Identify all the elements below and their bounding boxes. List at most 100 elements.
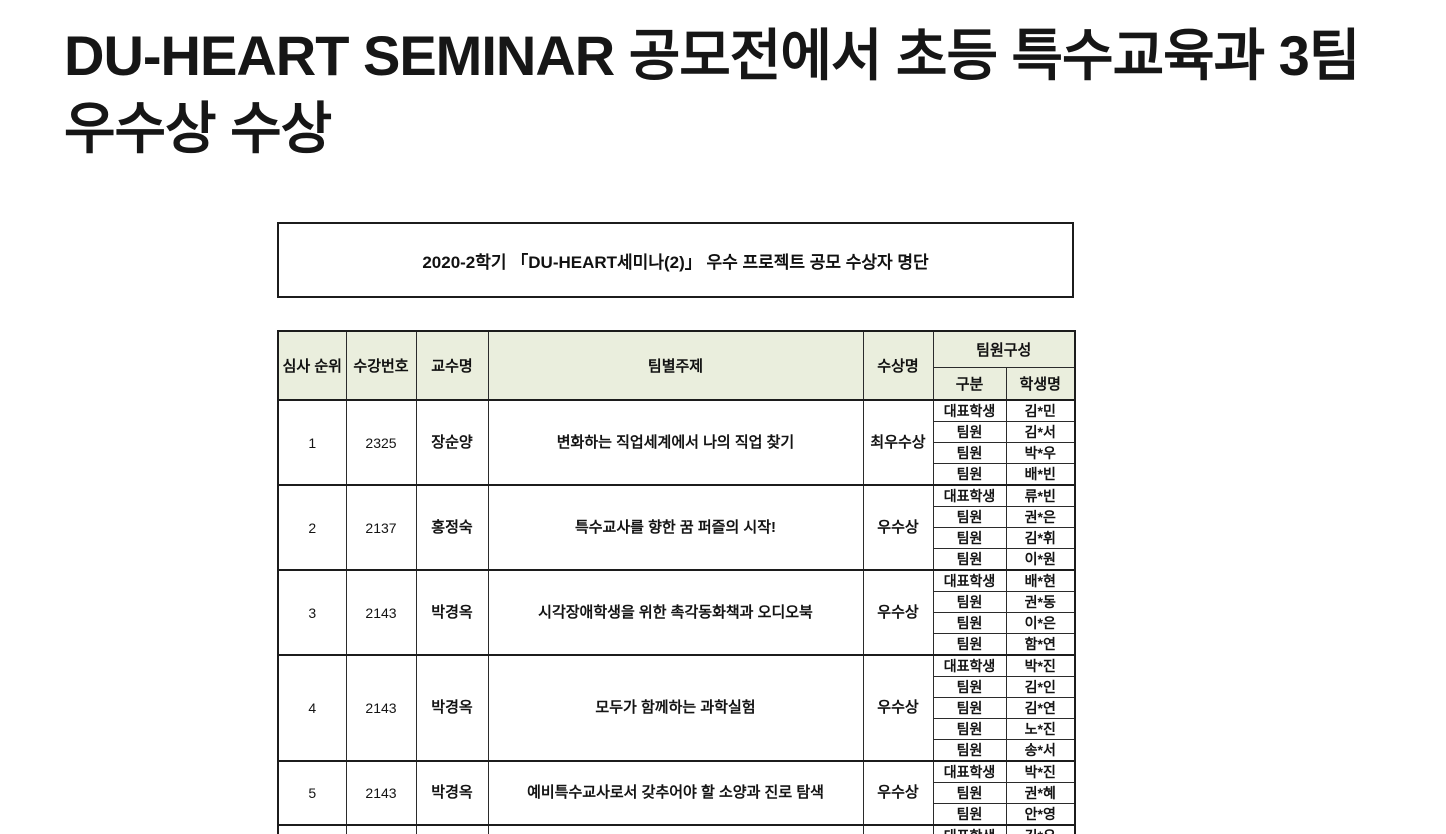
- member-name-cell: 김*연: [1005, 697, 1076, 719]
- team-row: 팀원 김*인: [278, 676, 1076, 698]
- rank-cell: [277, 824, 347, 834]
- col-header-course-no: 수강번호: [345, 330, 417, 401]
- professor-cell: 박경옥: [415, 760, 489, 826]
- member-role-cell: 팀원: [932, 506, 1007, 528]
- col-header-professor: 교수명: [415, 330, 489, 401]
- member-name-cell: 송*서: [1005, 739, 1076, 762]
- member-name-cell: 노*진: [1005, 718, 1076, 740]
- team-row: 1 2325 장순양 변화하는 직업세계에서 나의 직업 찾기 최우수상 대표학생 김*민: [277, 399, 1076, 486]
- award-cell: 최우수상: [862, 399, 934, 486]
- member-role-cell: 대표학생: [932, 399, 1007, 422]
- course-no-cell: 2143: [345, 760, 417, 826]
- member-name-cell: 배*현: [1005, 569, 1076, 592]
- page-title: DU-HEART SEMINAR 공모전에서 초등 특수교육과 3팀 우수상 수…: [64, 20, 1424, 166]
- member-role-cell: 팀원: [932, 697, 1007, 719]
- col-header-role: 구분: [932, 366, 1007, 401]
- topic-cell: 특수교사를 향한 꿈 퍼즐의 시작!: [487, 484, 864, 571]
- team-row: 팀원 배*빈: [278, 463, 1076, 486]
- member-role-cell: 대표학생: [932, 484, 1007, 507]
- member-name-cell: 배*빈: [1005, 463, 1076, 486]
- member-name-cell: 권*은: [1005, 506, 1076, 528]
- member-role-cell: 대표학생: [932, 760, 1007, 783]
- team-row: 팀원 송*서: [278, 739, 1076, 762]
- professor-cell: 박경옥: [415, 654, 489, 762]
- member-role-cell: 대표학생: [932, 824, 1007, 834]
- award-cell: [862, 824, 934, 834]
- award-cell: 우수상: [862, 760, 934, 826]
- award-cell: 우수상: [862, 484, 934, 571]
- team-row: 팀원 박*우: [278, 442, 1076, 464]
- member-name-cell: 김*우: [1005, 824, 1076, 834]
- team-row: 3 2143 박경옥 시각장애학생을 위한 촉각동화책과 오디오북 우수상 대표학생 배*현: [277, 569, 1076, 656]
- member-name-cell: 안*영: [1005, 803, 1076, 826]
- member-name-cell: 이*은: [1005, 612, 1076, 634]
- page-title-line1: DU-HEART SEMINAR 공모전에서 초등 특수교육과 3팀: [64, 24, 1360, 87]
- team-row: 팀원 김*휘: [278, 527, 1076, 549]
- member-role-cell: 팀원: [932, 633, 1007, 656]
- rank-cell: 2: [277, 484, 347, 571]
- member-name-cell: 김*서: [1005, 421, 1076, 443]
- member-role-cell: 팀원: [932, 782, 1007, 804]
- course-no-cell: 2325: [345, 399, 417, 486]
- professor-cell: [415, 824, 489, 834]
- course-no-cell: [345, 824, 417, 834]
- col-header-team-composition: 팀원구성: [932, 330, 1076, 368]
- member-name-cell: 박*우: [1005, 442, 1076, 464]
- topic-cell: 변화하는 직업세계에서 나의 직업 찾기: [487, 399, 864, 486]
- winners-table: 심사 순위 수강번호 교수명 팀별주제 수상명 팀원구성 구분 학생명 1 232…: [277, 330, 1077, 834]
- col-header-topic: 팀별주제: [487, 330, 864, 401]
- team-row: 팀원 노*진: [278, 718, 1076, 740]
- member-role-cell: 팀원: [932, 718, 1007, 740]
- page-title-line2: 우수상 수상: [64, 96, 332, 160]
- document-title: 2020-2학기 「DU-HEART세미나(2)」 우수 프로젝트 공모 수상자…: [422, 252, 929, 272]
- professor-cell: 장순양: [415, 399, 489, 486]
- col-header-rank: 심사 순위: [277, 330, 347, 401]
- member-role-cell: 대표학생: [932, 569, 1007, 592]
- rank-cell: 4: [277, 654, 347, 762]
- course-no-cell: 2143: [345, 569, 417, 656]
- rank-cell: 1: [277, 399, 347, 486]
- col-header-student-name: 학생명: [1005, 366, 1076, 401]
- member-name-cell: 박*진: [1005, 654, 1076, 677]
- col-header-award: 수상명: [862, 330, 934, 401]
- course-no-cell: 2143: [345, 654, 417, 762]
- rank-cell: 5: [277, 760, 347, 826]
- member-name-cell: 이*원: [1005, 548, 1076, 571]
- member-name-cell: 권*동: [1005, 591, 1076, 613]
- document-title-box: 2020-2학기 「DU-HEART세미나(2)」 우수 프로젝트 공모 수상자…: [277, 222, 1074, 298]
- team-row: 팀원 함*연: [278, 633, 1076, 656]
- professor-cell: 홍정숙: [415, 484, 489, 571]
- member-role-cell: 대표학생: [932, 654, 1007, 677]
- member-role-cell: 팀원: [932, 803, 1007, 826]
- member-name-cell: 류*빈: [1005, 484, 1076, 507]
- course-no-cell: 2137: [345, 484, 417, 571]
- team-row: 팀원 권*동: [278, 591, 1076, 613]
- award-cell: 우수상: [862, 654, 934, 762]
- team-row: 팀원 김*연: [278, 697, 1076, 719]
- member-role-cell: 팀원: [932, 676, 1007, 698]
- member-name-cell: 김*휘: [1005, 527, 1076, 549]
- member-name-cell: 박*진: [1005, 760, 1076, 783]
- topic-cell: [487, 824, 864, 834]
- member-role-cell: 팀원: [932, 548, 1007, 571]
- topic-cell: 모두가 함께하는 과학실험: [487, 654, 864, 762]
- team-row: 팀원 권*혜: [278, 782, 1076, 804]
- member-role-cell: 팀원: [932, 463, 1007, 486]
- professor-cell: 박경옥: [415, 569, 489, 656]
- member-name-cell: 함*연: [1005, 633, 1076, 656]
- member-role-cell: 팀원: [932, 527, 1007, 549]
- award-cell: 우수상: [862, 569, 934, 656]
- member-name-cell: 김*인: [1005, 676, 1076, 698]
- team-row: 팀원 이*은: [278, 612, 1076, 634]
- member-role-cell: 팀원: [932, 442, 1007, 464]
- member-name-cell: 권*혜: [1005, 782, 1076, 804]
- team-row: 4 2143 박경옥 모두가 함께하는 과학실험 우수상 대표학생 박*진: [277, 654, 1076, 762]
- member-role-cell: 팀원: [932, 421, 1007, 443]
- team-row: 2 2137 홍정숙 특수교사를 향한 꿈 퍼즐의 시작! 우수상 대표학생 류*빈: [277, 484, 1076, 571]
- member-role-cell: 팀원: [932, 591, 1007, 613]
- topic-cell: 시각장애학생을 위한 촉각동화책과 오디오북: [487, 569, 864, 656]
- rank-cell: 3: [277, 569, 347, 656]
- member-role-cell: 팀원: [932, 739, 1007, 762]
- team-row: 5 2143 박경옥 예비특수교사로서 갖추어야 할 소양과 진로 탐색 우수상 대표학생…: [277, 760, 1076, 826]
